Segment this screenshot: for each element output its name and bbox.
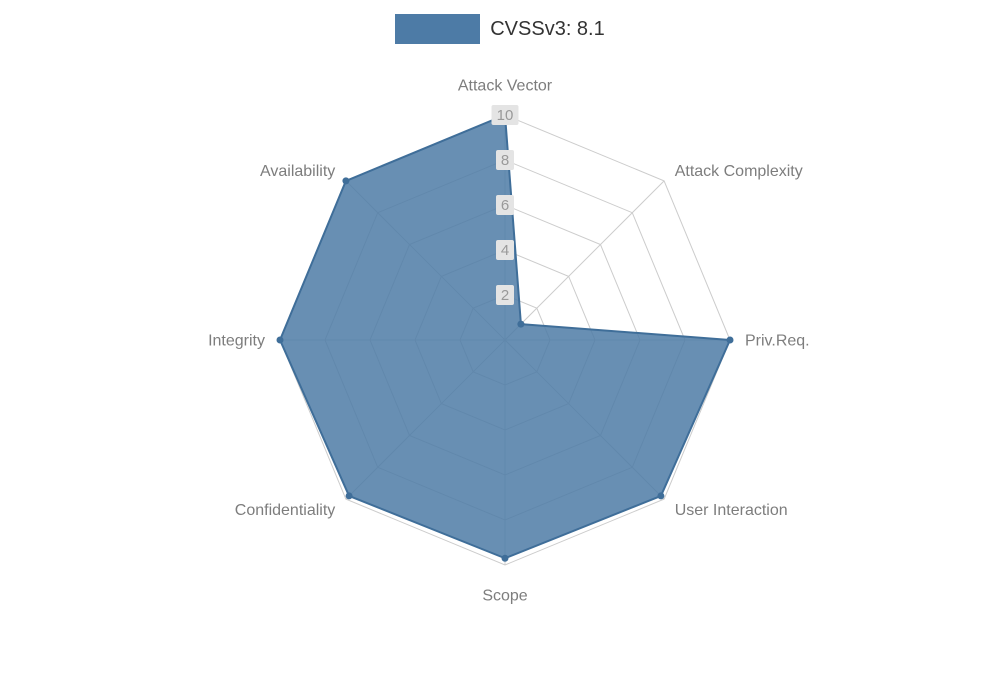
tick-label: 6 bbox=[501, 197, 509, 214]
tick-label: 2 bbox=[501, 287, 509, 304]
axis-label: Confidentiality bbox=[235, 502, 336, 519]
data-point[interactable] bbox=[657, 492, 665, 500]
axis-label: Availability bbox=[260, 163, 335, 180]
axis-label: Attack Complexity bbox=[675, 163, 803, 180]
data-point[interactable] bbox=[345, 492, 353, 500]
axis-label: Integrity bbox=[208, 333, 265, 350]
axis-spoke bbox=[504, 180, 665, 341]
tick-label-bg bbox=[496, 285, 514, 305]
tick-label-bg bbox=[491, 105, 519, 125]
legend-swatch[interactable] bbox=[395, 14, 481, 44]
tick-label-bg bbox=[496, 150, 514, 170]
data-point[interactable] bbox=[501, 554, 509, 562]
tick-label: 4 bbox=[501, 242, 509, 259]
tick-label-bg bbox=[496, 240, 514, 260]
legend[interactable]: CVSSv3: 8.1 bbox=[0, 14, 1000, 44]
tick-label-bg bbox=[496, 195, 514, 215]
axis-label: User Interaction bbox=[675, 502, 788, 519]
data-point[interactable] bbox=[726, 336, 734, 344]
tick-label: 8 bbox=[501, 152, 509, 169]
data-point[interactable] bbox=[276, 336, 284, 344]
axis-label: Priv.Req. bbox=[745, 333, 810, 350]
data-point[interactable] bbox=[342, 177, 350, 185]
axis-label: Attack Vector bbox=[458, 78, 553, 95]
legend-label[interactable]: CVSSv3: 8.1 bbox=[490, 17, 605, 40]
tick-label: 10 bbox=[497, 107, 514, 124]
axis-label: Scope bbox=[482, 588, 527, 605]
data-point[interactable] bbox=[517, 320, 525, 328]
